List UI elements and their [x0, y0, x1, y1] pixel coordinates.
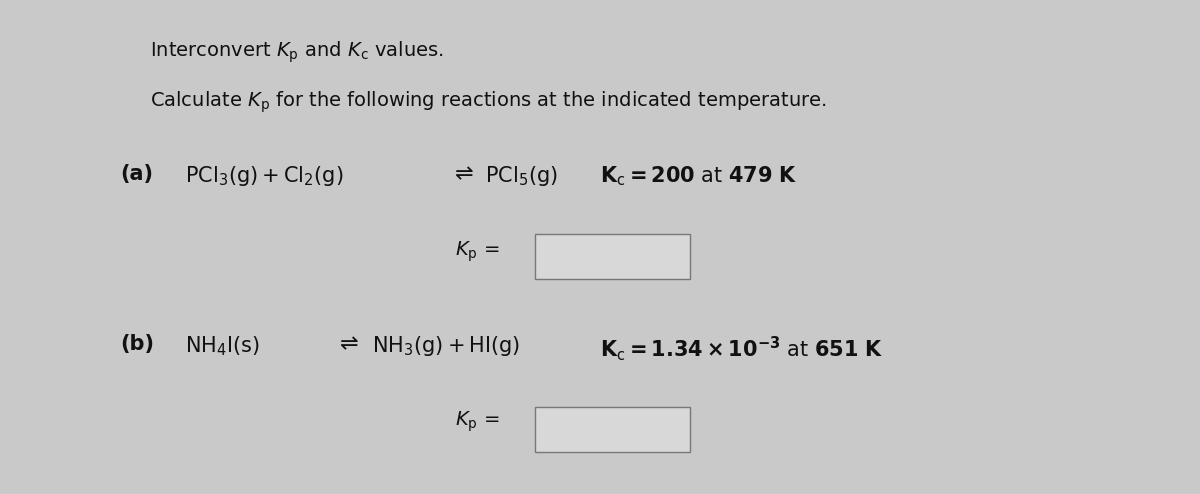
Text: $K_{\mathregular{p}}$ =: $K_{\mathregular{p}}$ = [455, 409, 499, 434]
FancyBboxPatch shape [535, 234, 690, 279]
Text: Interconvert $K_{\mathregular{p}}$ and $K_{\mathregular{c}}$ values.: Interconvert $K_{\mathregular{p}}$ and $… [150, 39, 444, 65]
Text: ⇌: ⇌ [455, 164, 474, 184]
Text: $\mathregular{PCl_3(g) + Cl_2(g)}$: $\mathregular{PCl_3(g) + Cl_2(g)}$ [185, 164, 343, 188]
FancyBboxPatch shape [535, 407, 690, 452]
Text: (a): (a) [120, 164, 154, 184]
Text: $\mathregular{NH_3(g) + HI(g)}$: $\mathregular{NH_3(g) + HI(g)}$ [372, 334, 520, 358]
Text: $\mathregular{PCl_5(g)}$: $\mathregular{PCl_5(g)}$ [485, 164, 558, 188]
Text: $\mathbf{K_{\mathregular{c}}}$$\mathbf{ = 1.34\times10^{-3}}$ at $\mathbf{651\ K: $\mathbf{K_{\mathregular{c}}}$$\mathbf{ … [600, 334, 883, 363]
Text: $K_{\mathregular{p}}$ =: $K_{\mathregular{p}}$ = [455, 239, 499, 263]
Text: $\mathregular{NH_4I(s)}$: $\mathregular{NH_4I(s)}$ [185, 334, 260, 358]
Text: ⇌: ⇌ [340, 334, 359, 354]
Text: (b): (b) [120, 334, 154, 354]
Text: Calculate $K_{\mathregular{p}}$ for the following reactions at the indicated tem: Calculate $K_{\mathregular{p}}$ for the … [150, 89, 827, 115]
Text: $\mathbf{K_{\mathregular{c}}}$$\mathbf{ = 200}$ at $\mathbf{479\ K}$: $\mathbf{K_{\mathregular{c}}}$$\mathbf{ … [600, 164, 798, 188]
